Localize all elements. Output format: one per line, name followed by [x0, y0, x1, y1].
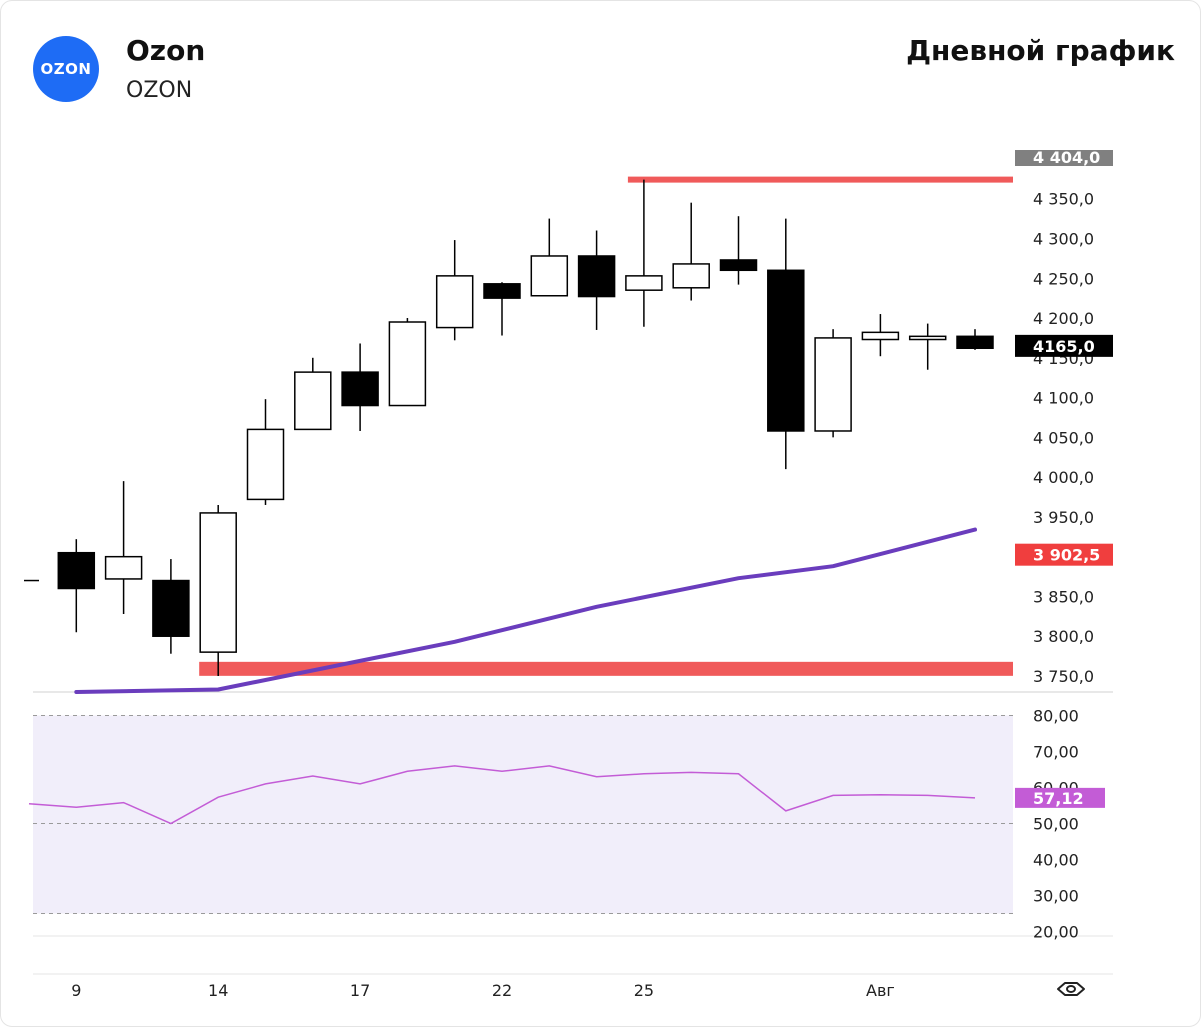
price-tag-top-label: 4 404,0 — [1033, 148, 1100, 167]
time-tick-label: 9 — [71, 981, 81, 1000]
candle-body — [577, 255, 616, 298]
rsi-line — [28, 765, 976, 825]
candle-body — [388, 321, 427, 407]
level-price-tag — [1015, 543, 1113, 566]
last-price-tag — [1015, 334, 1113, 357]
moving-average-line — [74, 527, 977, 694]
company-name: Ozon — [126, 34, 206, 67]
logo-text: OZON — [40, 60, 92, 78]
time-tick-label: 17 — [350, 981, 370, 1000]
candle-body — [435, 275, 474, 329]
price-tick-label: 4 050,0 — [1033, 428, 1094, 447]
price-tick-label: 4 100,0 — [1033, 389, 1094, 408]
candle-body — [104, 555, 143, 580]
candle-body — [152, 579, 190, 637]
price-tick-label: 3 800,0 — [1033, 627, 1094, 646]
time-tick-label: 14 — [208, 981, 228, 1000]
candle-body — [483, 283, 521, 299]
candle-body — [861, 331, 900, 341]
price-tick-label: 4 250,0 — [1033, 269, 1094, 288]
support-level-line — [199, 661, 1013, 676]
candle-body — [199, 512, 237, 653]
chart-period-title: Дневной график — [906, 34, 1175, 67]
time-tick-label: 22 — [492, 981, 512, 1000]
candle-body — [908, 335, 947, 341]
candle-body — [814, 337, 852, 432]
rsi-tick-label: 70,00 — [1033, 743, 1079, 762]
candle-body — [294, 371, 332, 431]
rsi-tick-label: 40,00 — [1033, 851, 1079, 870]
price-tick-label: 4 200,0 — [1033, 309, 1094, 328]
level-price-tag-label: 3 902,5 — [1033, 546, 1100, 565]
price-tick-label: 4 350,0 — [1033, 190, 1094, 209]
rsi-tick-label: 80,00 — [1033, 707, 1079, 726]
rsi-tick-label: 50,00 — [1033, 815, 1079, 834]
resistance-level-line — [627, 176, 1013, 183]
price-tick-label: 3 950,0 — [1033, 508, 1094, 527]
candle-body — [341, 371, 379, 407]
time-tick-label: 25 — [634, 981, 654, 1000]
price-tick-label: 3 850,0 — [1033, 587, 1094, 606]
rsi-tick-label: 20,00 — [1033, 923, 1079, 942]
rsi-tick-label: 30,00 — [1033, 887, 1079, 906]
candle-body — [956, 335, 994, 350]
rsi-value-tag-label: 57,12 — [1033, 789, 1084, 808]
candle-body — [57, 551, 96, 590]
candle-body — [672, 263, 710, 289]
candle-body — [530, 255, 569, 297]
time-tick-label: Авг — [866, 981, 895, 1000]
ticker-symbol: OZON — [126, 78, 193, 103]
price-tag-top — [1015, 150, 1113, 166]
candle-body — [246, 428, 285, 501]
price-tick-label: 3 750,0 — [1033, 667, 1094, 686]
price-tick-label: 4 000,0 — [1033, 468, 1094, 487]
candle-body — [767, 269, 805, 432]
last-price-tag-label: 4165,0 — [1033, 337, 1095, 356]
eye-icon[interactable] — [1056, 980, 1086, 998]
ozon-logo: OZON — [33, 36, 99, 102]
rsi-value-tag — [1015, 787, 1105, 808]
price-tick-label: 4 300,0 — [1033, 229, 1094, 248]
candle-body — [625, 275, 663, 291]
candle-body — [719, 259, 758, 272]
rsi-band — [33, 715, 1013, 914]
